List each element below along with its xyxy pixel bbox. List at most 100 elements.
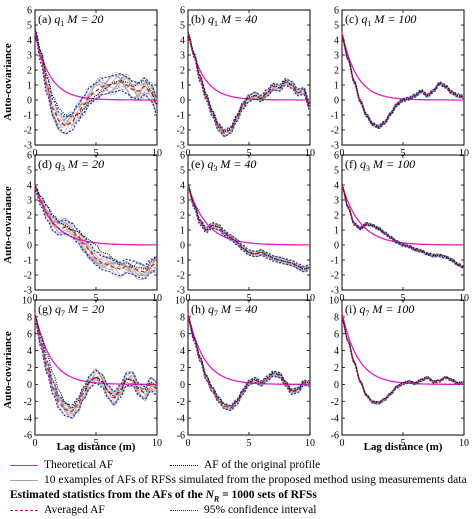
- y-tick-label: 6: [27, 6, 32, 17]
- x-tick-label: 5: [401, 148, 406, 159]
- x-tick-label: 10: [459, 148, 469, 159]
- y-tick-label: 4: [27, 181, 32, 192]
- theoretical-af-line: [187, 184, 310, 246]
- y-tick-label: -1: [331, 111, 339, 122]
- confidence-lower-line: [34, 319, 158, 419]
- y-tick-label: -1: [177, 111, 185, 122]
- y-tick-label: 8: [180, 312, 185, 323]
- original-af-line: [187, 32, 311, 133]
- y-tick-label: 4: [334, 346, 339, 357]
- legend-swatch-theoretical: [10, 465, 38, 466]
- example-af-line: [187, 33, 311, 132]
- y-tick-label: 1: [334, 226, 339, 237]
- y-tick-label: -2: [24, 126, 32, 137]
- example-af-line: [34, 30, 158, 135]
- example-af-line: [187, 317, 311, 411]
- x-tick-label: 5: [401, 293, 406, 304]
- averaged-af-line: [34, 30, 158, 127]
- y-tick-label: -4: [177, 414, 185, 425]
- example-af-line: [187, 33, 311, 133]
- y-tick-label: 4: [334, 36, 339, 47]
- panel-q-sub: 3: [366, 164, 370, 173]
- legend-label-confidence: 95% confidence interval: [204, 504, 317, 516]
- y-tick-label: 3: [180, 51, 185, 62]
- legend-item-examples: 10 examples of AFs of RFSs simulated fro…: [10, 474, 467, 487]
- example-af-line: [187, 317, 310, 410]
- original-af-line: [187, 316, 311, 407]
- example-af-line: [34, 187, 158, 275]
- panel-q: q: [360, 157, 366, 171]
- example-af-line: [341, 36, 465, 129]
- x-tick-label: 10: [459, 438, 469, 449]
- panel-q-sub: 3: [61, 164, 65, 173]
- plot-frame: [341, 9, 465, 146]
- y-tick-label: -6: [177, 431, 185, 442]
- panel-q: q: [361, 12, 367, 26]
- legend-swatch-confidence: [170, 510, 198, 511]
- original-af-line: [34, 316, 158, 409]
- example-af-line: [34, 317, 158, 415]
- confidence-lower-line: [34, 33, 158, 135]
- y-tick-label: 0: [180, 96, 185, 107]
- panel-m: M = 100: [369, 302, 414, 316]
- x-tick-label: 5: [247, 148, 252, 159]
- panel-q-sub: 7: [365, 309, 369, 318]
- averaged-af-line: [187, 317, 311, 409]
- y-tick-label: 4: [27, 346, 32, 357]
- panel-m: M = 40: [218, 12, 257, 26]
- confidence-lower-line: [187, 318, 311, 412]
- y-tick-label: 2: [27, 66, 32, 77]
- panel-q: q: [359, 302, 365, 316]
- x-tick-label: 5: [94, 148, 99, 159]
- theoretical-af-line: [34, 184, 157, 246]
- legend-item-original: AF of the original profile: [170, 459, 320, 472]
- legend: Theoretical AF AF of the original profil…: [0, 457, 474, 519]
- panel-letter: (h): [191, 302, 208, 316]
- panel-label: (i) q7 M = 100: [345, 302, 414, 318]
- legend-item-confidence: 95% confidence interval: [170, 504, 316, 517]
- x-tick-label: 10: [152, 148, 162, 159]
- y-tick-label: 3: [27, 51, 32, 62]
- y-tick-label: 6: [334, 329, 339, 340]
- example-af-line: [34, 317, 158, 410]
- y-tick-label: -2: [177, 271, 185, 282]
- panel-q: q: [208, 12, 214, 26]
- y-tick-label: 1: [180, 81, 185, 92]
- y-tick-label: 3: [27, 196, 32, 207]
- theoretical-af-line: [341, 312, 464, 385]
- original-af-line: [341, 35, 465, 128]
- panel-label: (d) q3 M = 20: [38, 157, 104, 173]
- y-tick-label: 5: [180, 166, 185, 177]
- example-af-line: [341, 318, 465, 403]
- confidence-lower-line: [341, 318, 465, 405]
- legend-stats-heading-post: = 1000 sets of RFSs: [219, 489, 317, 501]
- y-tick-label: 4: [180, 346, 185, 357]
- panel-q-sub: 7: [214, 309, 218, 318]
- panel-label: (b) q1 M = 40: [191, 12, 257, 28]
- confidence-lower-line: [34, 189, 158, 280]
- x-tick-label: 0: [186, 148, 191, 159]
- example-af-line: [34, 317, 158, 411]
- y-tick-label: -2: [331, 271, 339, 282]
- y-tick-label: 2: [180, 363, 185, 374]
- y-tick-label: -2: [177, 126, 185, 137]
- averaged-af-line: [187, 33, 311, 134]
- y-tick-label: 8: [27, 312, 32, 323]
- y-tick-label: 5: [334, 166, 339, 177]
- y-tick-label: 3: [334, 51, 339, 62]
- y-tick-label: 4: [180, 36, 185, 47]
- y-tick-label: 2: [27, 363, 32, 374]
- y-tick-label: -1: [24, 256, 32, 267]
- y-tick-label: -1: [331, 256, 339, 267]
- original-af-line: [34, 186, 158, 270]
- y-tick-label: -6: [331, 431, 339, 442]
- panel-q-sub: 1: [367, 19, 371, 28]
- example-af-line: [341, 36, 464, 129]
- legend-stats-heading-sub: R: [213, 494, 220, 504]
- y-tick-label: 0: [27, 241, 32, 252]
- example-af-line: [34, 30, 158, 126]
- panel-letter: (e): [191, 157, 207, 171]
